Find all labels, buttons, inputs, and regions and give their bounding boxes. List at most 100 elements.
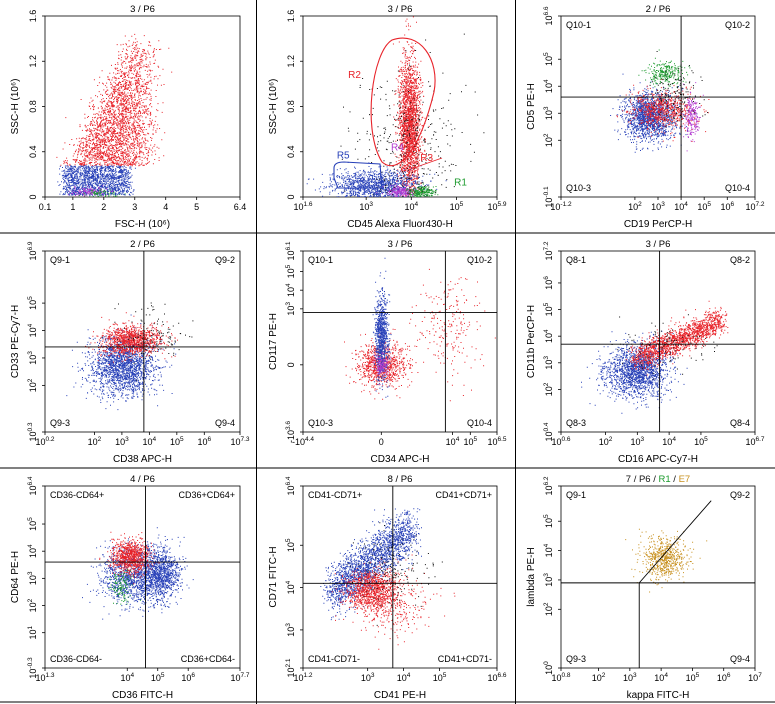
tick-base: 10 [662,437,672,447]
series-points-path [372,257,392,398]
y-axis-label: CD11b PerCP-H [526,305,537,378]
y-tick-label: 10-0.1 [543,186,554,208]
tick-base: 10 [631,437,641,447]
tick-exponent: -0.1 [543,186,550,198]
x-tick-label: 100.6 [551,436,570,447]
data-points [82,527,194,620]
y-tick-label: 106.2 [543,476,554,495]
quadrant-gate-diagonal [638,500,712,584]
tick-exponent: 1.3 [45,672,54,679]
tick-base: 10 [115,437,125,447]
tick-exponent: 4 [456,436,460,443]
x-tick-label: 106.6 [487,672,506,683]
tick-exponent: 7.2 [543,241,550,250]
tick-exponent: 4 [543,329,550,333]
tick-exponent: 4.4 [305,436,314,443]
y-tick-label: 103 [543,106,554,120]
tick-base: 10 [544,280,554,290]
tick-exponent: 5 [460,201,464,208]
y-tick-label: 102.1 [285,658,296,677]
series-points-path [133,527,194,609]
tick-base: 10 [120,673,130,683]
plot-frame [560,485,756,669]
x-tick-label: 105 [694,436,708,447]
tick-exponent: 7.3 [240,436,249,443]
tick-exponent: 6.4 [27,476,34,485]
series-blue-points [66,314,177,411]
x-tick-label: 105.9 [487,201,506,212]
tick-exponent: 5 [443,672,447,679]
x-tick-label: 106.5 [487,436,506,447]
series-points-path [406,183,439,197]
panel-divider-vertical-2 [515,0,516,704]
tick-exponent: 3 [543,106,550,110]
tick-base: 10 [286,251,296,261]
y-tick-label: 104 [27,323,38,337]
tick-base: 10 [286,486,296,496]
data-points [625,528,708,593]
series-magenta-points [372,348,392,386]
tick-base: 10 [599,437,609,447]
tick-exponent: 5 [180,436,184,443]
tick-base: 10 [544,198,554,208]
y-tick-label: 104 [285,580,296,594]
tick-exponent: 3 [285,302,292,306]
tick-base: 10 [544,577,554,587]
y-tick-label: 103 [27,351,38,365]
plot-title: 7 / P6 / R1 / E7 [626,474,690,485]
tick-base: 10 [286,542,296,552]
x-tick-label: 107 [748,672,762,683]
x-tick-label: 102 [599,436,613,447]
tick-exponent: 6 [207,436,211,443]
tick-exponent: 0.4 [543,422,550,431]
tick-exponent: 6.2 [543,476,550,485]
tick-exponent: 5 [543,514,550,518]
tick-base: 10 [544,386,554,396]
tick-base: 10 [717,673,727,683]
x-axis-label: CD36 FITC-H [112,690,173,701]
series-red-points [331,561,417,626]
tick-exponent: 4 [414,201,418,208]
y-tick-label: 100 [543,661,554,675]
region-label: Q9-4 [730,654,750,664]
y-tick-label: 105 [543,52,554,66]
tick-base: 10 [551,437,561,447]
x-tick-label: 106 [197,436,211,447]
x-tick-label: 105 [151,672,165,683]
y-tick-label: 106.4 [285,476,296,495]
x-tick-label: 103 [115,436,129,447]
x-tick-label: 102 [592,672,606,683]
tick-exponent: 4 [285,283,292,287]
y-tick-label: 0 [286,194,296,199]
tick-base: 10 [404,202,414,212]
tick-exponent: 4 [27,323,34,327]
tick-base: 10 [28,669,38,679]
region-label: Q10-2 [725,20,750,30]
region-label: Q8-1 [566,255,586,265]
series-points-path [85,312,178,365]
region-label: CD41+CD71- [438,654,492,664]
tick-base: 10 [544,137,554,147]
series-points-path [306,161,447,197]
tick-exponent: 2 [543,382,550,386]
region-label: Q9-1 [566,490,586,500]
tick-base: 10 [544,547,554,557]
series-red-points [616,79,710,142]
tick-base: 10 [544,606,554,616]
tick-exponent: 6 [730,201,734,208]
tick-exponent: 2 [638,201,642,208]
series-points-path [638,49,691,89]
data-points [66,302,194,411]
x-tick-label: 106.7 [745,436,764,447]
y-tick-label: -103.6 [285,421,296,443]
y-tick-label: 100.3 [27,422,38,441]
tick-exponent: 0.2 [45,436,54,443]
plot-frame [560,250,756,433]
tick-exponent: 5 [285,538,292,542]
series-blue-points [320,508,422,621]
tick-exponent: 7 [758,672,762,679]
x-tick-label: 104 [397,672,411,683]
x-tick-label: 104 [662,436,676,447]
y-tick-label: 107.2 [543,241,554,260]
tick-base: 10 [433,673,443,683]
